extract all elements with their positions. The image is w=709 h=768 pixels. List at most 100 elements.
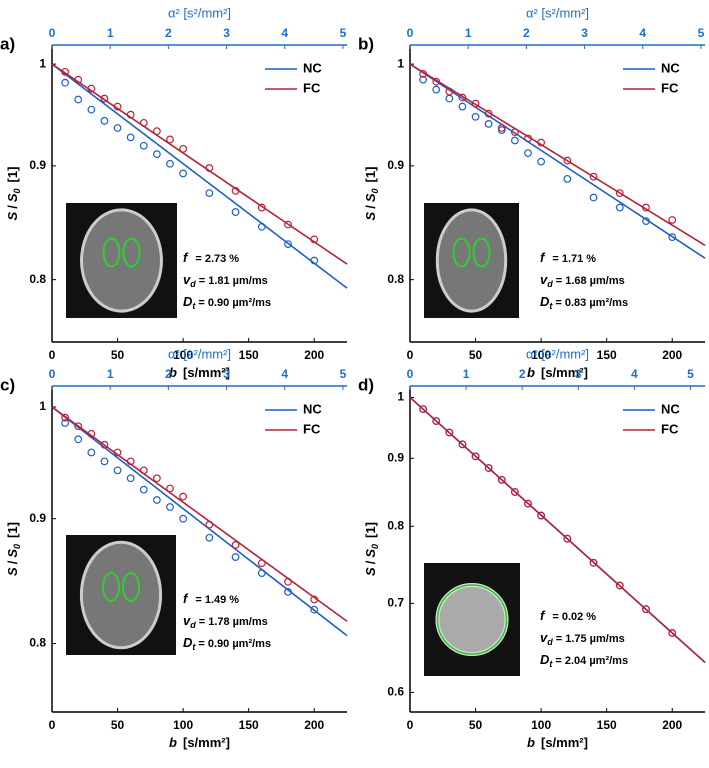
- data-point: [179, 492, 188, 501]
- data-point: [152, 127, 161, 136]
- parameter-value: = 1.81 µm/ms: [199, 275, 268, 287]
- y-axis-unit: [1]: [363, 167, 378, 183]
- parameter-subscript: t: [192, 301, 196, 311]
- data-point: [484, 109, 493, 118]
- mri-roi: [452, 237, 471, 268]
- x-tick-label: 100: [173, 718, 193, 732]
- data-point: [74, 75, 83, 84]
- fit-parameter: Dt = 0.90 µm²/ms: [183, 635, 271, 652]
- parameter-symbol: D: [540, 294, 550, 309]
- data-point: [166, 503, 174, 511]
- legend-label: NC: [661, 401, 680, 416]
- y-axis-divider: /: [363, 560, 378, 564]
- x-tick-label: 100: [531, 348, 551, 362]
- y-tick-label: 0.8: [29, 636, 46, 650]
- parameter-subscript: d: [190, 279, 196, 289]
- y-axis-divider: /: [5, 560, 20, 564]
- data-point: [537, 138, 546, 147]
- data-point: [642, 203, 650, 212]
- legend-label: FC: [303, 421, 321, 436]
- data-point: [87, 105, 96, 114]
- legend-label: FC: [303, 80, 321, 95]
- fit-parameter: f = 1.49 %: [183, 591, 239, 606]
- data-point: [445, 94, 454, 103]
- parameter-subscript: d: [547, 279, 553, 289]
- data-point: [471, 452, 480, 461]
- parameter-subscript: d: [547, 637, 553, 647]
- data-point: [668, 216, 677, 224]
- y-axis-subscript: 0: [370, 544, 380, 549]
- y-tick-label: 0.9: [387, 450, 404, 464]
- parameter-subscript: t: [549, 301, 553, 311]
- data-point: [152, 150, 161, 159]
- data-point: [257, 203, 266, 212]
- data-point: [419, 69, 428, 78]
- mri-brain: [79, 540, 163, 650]
- x2-axis-label: α² [s²/mm²]: [168, 5, 231, 20]
- parameter-subscript: d: [190, 620, 196, 630]
- x2-tick-label: 4: [281, 367, 288, 381]
- x2-tick-label: 0: [407, 367, 414, 381]
- mri-roi: [472, 237, 491, 268]
- x2-tick-label: 3: [575, 367, 582, 381]
- data-point: [100, 94, 109, 103]
- data-point: [87, 429, 96, 438]
- x2-tick-label: 3: [223, 26, 230, 40]
- mri-roi: [102, 237, 121, 268]
- data-point: [139, 485, 148, 494]
- x2-tick-label: 2: [165, 26, 172, 40]
- x-axis-symbol: b: [527, 365, 535, 380]
- data-point: [310, 605, 319, 614]
- data-point: [231, 553, 240, 561]
- data-point: [589, 193, 598, 202]
- x-axis-unit: [s/mm²]: [183, 365, 230, 380]
- x-axis-unit: [s/mm²]: [541, 735, 588, 750]
- y-axis-symbol: S: [363, 567, 378, 576]
- parameter-value: = 0.83 µm²/ms: [555, 297, 628, 309]
- data-point: [139, 141, 148, 150]
- data-point: [537, 511, 546, 520]
- data-point: [231, 208, 240, 216]
- x2-axis-label: α² [s²/mm²]: [526, 346, 589, 361]
- data-point: [642, 217, 650, 226]
- data-point: [126, 110, 135, 119]
- parameter-symbol: f: [183, 591, 189, 606]
- fit-parameter: Dt = 2.04 µm²/ms: [540, 652, 628, 669]
- data-point: [445, 428, 454, 437]
- x-tick-label: 50: [469, 348, 483, 362]
- data-point: [484, 119, 493, 128]
- data-point: [61, 67, 70, 76]
- fit-parameter: f = 2.73 %: [183, 250, 239, 265]
- data-point: [74, 95, 83, 104]
- fit-line: [51, 63, 348, 289]
- legend-label: NC: [661, 60, 680, 75]
- x2-tick-label: 1: [107, 367, 114, 381]
- y-tick-label: 0.9: [29, 158, 46, 172]
- x-tick-label: 150: [239, 348, 259, 362]
- x-tick-label: 0: [407, 718, 414, 732]
- data-point: [668, 629, 677, 637]
- data-point: [100, 440, 109, 449]
- data-point: [497, 475, 506, 484]
- data-point: [524, 499, 532, 508]
- data-point: [166, 159, 174, 168]
- data-point: [179, 169, 188, 178]
- data-point: [615, 203, 624, 212]
- panel-label: d): [358, 375, 374, 394]
- parameter-symbol: D: [540, 652, 550, 667]
- data-point: [284, 587, 292, 596]
- data-point: [205, 533, 214, 542]
- y-axis-label: S/S0[1]: [363, 167, 380, 221]
- data-point: [74, 422, 83, 431]
- data-point: [139, 466, 148, 475]
- parameter-value: = 1.49 %: [195, 594, 239, 606]
- data-point: [205, 164, 214, 172]
- fit-parameter: vd = 1.78 µm/ms: [183, 613, 268, 630]
- x-tick-label: 50: [111, 348, 125, 362]
- x2-tick-label: 5: [340, 26, 347, 40]
- y-axis-symbol: S: [5, 549, 20, 558]
- x2-tick-label: 4: [639, 26, 646, 40]
- parameter-symbol: D: [183, 635, 193, 650]
- data-point: [432, 85, 441, 94]
- data-point: [510, 128, 519, 137]
